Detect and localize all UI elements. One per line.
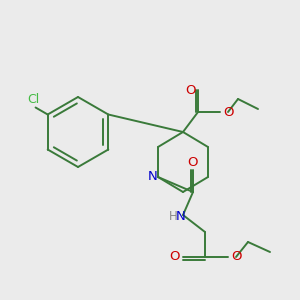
Text: O: O xyxy=(185,83,195,97)
Text: O: O xyxy=(231,250,241,263)
Text: Cl: Cl xyxy=(27,93,40,106)
Text: O: O xyxy=(188,155,198,169)
Text: N: N xyxy=(176,209,186,223)
Text: O: O xyxy=(223,106,233,118)
Text: O: O xyxy=(170,250,180,263)
Text: N: N xyxy=(148,170,158,184)
Text: H: H xyxy=(169,209,177,223)
